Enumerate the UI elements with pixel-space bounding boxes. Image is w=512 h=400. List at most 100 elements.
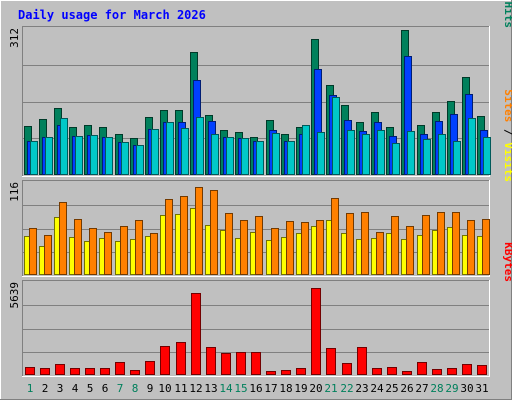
legend-sites: Sites [502, 89, 512, 122]
x-tick-label: 8 [132, 382, 139, 395]
bar-kbytes-day-28 [432, 369, 442, 375]
panel-visits-sites: 116 Sites / Visits [8, 89, 512, 277]
x-tick-label: 30 [460, 382, 473, 395]
bar-kbytes-day-3 [55, 364, 65, 375]
x-tick-label: 27 [415, 382, 428, 395]
bar-pages-day-11 [181, 128, 189, 175]
bar-kbytes-day-12 [191, 293, 201, 375]
x-axis-labels: 1 2 3 4 5 6 7 8 9 10 11 12 13 14 15 16 17 18 19 20 21 22 23 24 2… [27, 382, 489, 395]
x-tick-label: 18 [279, 382, 292, 395]
x-tick-label: 11 [174, 382, 187, 395]
bar-sites-day-6 [104, 232, 112, 275]
y-max-label: 5639 [8, 282, 21, 309]
bar-pages-day-4 [75, 136, 83, 175]
bar-sites-day-2 [44, 235, 52, 275]
bar-pages-day-12 [196, 117, 204, 175]
bar-pages-day-17 [272, 133, 280, 175]
x-tick-label: 14 [219, 382, 233, 395]
x-tick-label: 29 [445, 382, 458, 395]
bar-sites-day-27 [422, 215, 430, 275]
bar-kbytes-day-2 [40, 368, 50, 375]
x-tick-label: 22 [340, 382, 353, 395]
bar-kbytes-day-10 [160, 346, 170, 375]
bar-kbytes-day-26 [402, 371, 412, 375]
panel-legend: Sites / Visits [502, 89, 512, 182]
bar-sites-day-22 [346, 213, 354, 275]
bar-pages-day-7 [121, 142, 129, 175]
bar-sites-day-23 [361, 212, 369, 275]
bar-sites-day-10 [165, 199, 173, 275]
bar-sites-day-13 [210, 190, 218, 275]
bar-sites-day-11 [180, 196, 188, 275]
bar-kbytes-day-21 [326, 348, 336, 375]
legend-kbytes: KBytes [502, 242, 512, 282]
bar-kbytes-day-13 [206, 347, 216, 375]
bar-kbytes-day-1 [25, 367, 35, 375]
x-tick-label: 17 [264, 382, 277, 395]
bar-kbytes-day-14 [221, 353, 231, 375]
bar-pages-day-27 [423, 139, 431, 175]
x-tick-label: 2 [42, 382, 49, 395]
bar-kbytes-day-9 [145, 361, 155, 375]
x-tick-label: 15 [234, 382, 247, 395]
x-tick-label: 4 [72, 382, 79, 395]
panel-legend: Pages / Files / Hits [502, 0, 512, 28]
bar-sites-day-1 [29, 228, 37, 275]
bar-kbytes-day-25 [387, 367, 397, 375]
bar-sites-day-20 [316, 220, 324, 275]
x-tick-label: 21 [324, 382, 337, 395]
bar-sites-day-3 [59, 202, 67, 275]
bar-sites-day-21 [331, 198, 339, 275]
bar-kbytes-day-18 [281, 370, 291, 375]
y-max-label: 312 [8, 28, 21, 48]
bar-pages-day-30 [468, 118, 476, 175]
x-tick-label: 12 [189, 382, 202, 395]
bar-sites-day-30 [467, 220, 475, 275]
bar-sites-day-8 [135, 220, 143, 275]
bar-kbytes-day-15 [236, 352, 246, 375]
x-tick-label: 10 [158, 382, 171, 395]
bar-pages-day-3 [60, 118, 68, 175]
x-tick-label: 26 [400, 382, 413, 395]
bar-pages-day-31 [483, 137, 491, 175]
bar-pages-day-26 [407, 131, 415, 175]
bar-sites-day-12 [195, 187, 203, 275]
legend-visits: Visits [502, 142, 512, 182]
bar-kbytes-day-24 [372, 368, 382, 375]
bar-pages-day-25 [392, 143, 400, 175]
bar-sites-day-24 [376, 232, 384, 275]
bar-kbytes-day-27 [417, 362, 427, 375]
bar-pages-day-9 [151, 129, 159, 175]
x-tick-label: 28 [430, 382, 443, 395]
x-tick-label: 23 [355, 382, 368, 395]
x-tick-label: 25 [385, 382, 398, 395]
bar-kbytes-day-30 [462, 364, 472, 375]
chart-title: Daily usage for March 2026 [18, 8, 206, 22]
bar-pages-day-2 [45, 137, 53, 175]
bar-pages-day-15 [241, 138, 249, 175]
bar-sites-day-17 [271, 228, 279, 275]
bar-kbytes-day-8 [130, 370, 140, 375]
bar-kbytes-day-20 [311, 288, 321, 375]
bar-sites-day-7 [120, 226, 128, 275]
legend-separator: / [502, 122, 512, 142]
bar-sites-day-5 [89, 228, 97, 275]
bar-sites-day-18 [286, 221, 294, 275]
bar-sites-day-4 [74, 219, 82, 275]
bar-kbytes-day-7 [115, 362, 125, 375]
x-tick-label: 31 [475, 382, 488, 395]
bar-pages-day-16 [256, 141, 264, 175]
bar-pages-day-5 [90, 135, 98, 175]
bar-kbytes-day-6 [100, 368, 110, 375]
bar-kbytes-day-16 [251, 352, 261, 375]
x-tick-label: 6 [102, 382, 109, 395]
bar-kbytes-day-19 [296, 368, 306, 375]
bar-kbytes-day-11 [176, 342, 186, 375]
x-tick-label: 9 [147, 382, 154, 395]
bar-sites-day-19 [301, 222, 309, 275]
bar-sites-day-26 [406, 226, 414, 275]
bar-pages-day-8 [136, 145, 144, 175]
panel-legend: KBytes [502, 242, 512, 282]
legend-separator: / [502, 0, 512, 2]
